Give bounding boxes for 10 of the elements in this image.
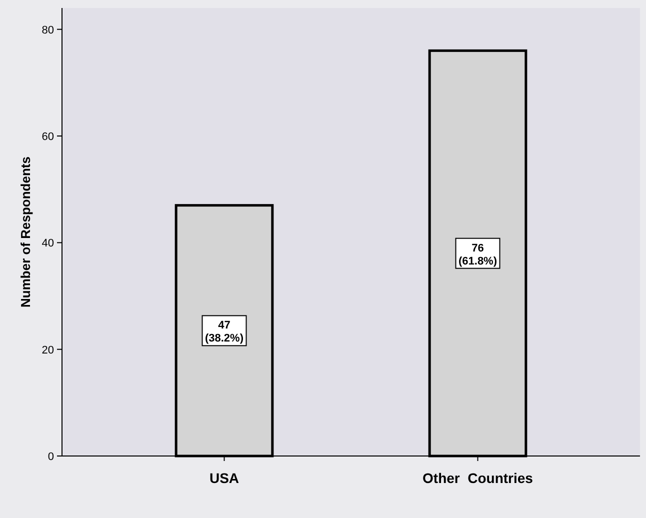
y-tick-label: 20 [42,344,54,356]
y-axis-title: Number of Respondents [18,156,33,308]
x-tick-label: Other Countries [422,470,534,486]
x-tick-label: USA [209,470,240,486]
y-tick-label: 60 [42,131,54,143]
data-label: 47 (38.2%) [204,320,244,345]
y-tick-label: 40 [42,238,54,250]
y-tick-label: 80 [42,24,54,36]
y-tick-label: 0 [48,451,54,463]
data-label: 76 (61.8%) [458,242,498,268]
